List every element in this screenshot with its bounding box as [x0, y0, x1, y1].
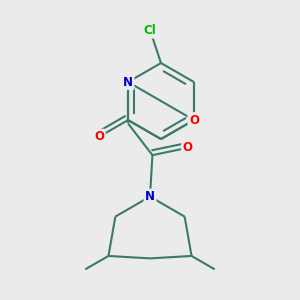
Text: O: O [94, 130, 104, 143]
Text: O: O [189, 114, 199, 127]
Text: Cl: Cl [144, 24, 157, 37]
Text: O: O [182, 141, 193, 154]
Text: N: N [123, 76, 133, 88]
Text: N: N [145, 190, 155, 203]
